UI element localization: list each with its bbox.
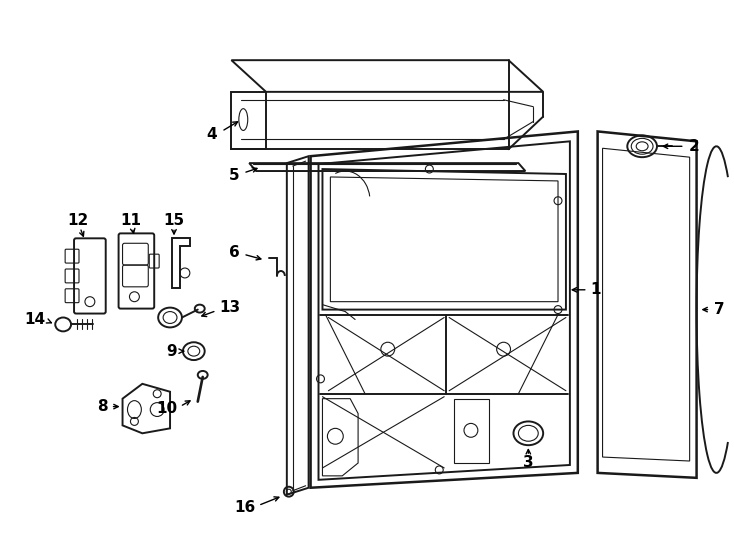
Text: 16: 16 <box>234 500 255 515</box>
Text: 9: 9 <box>167 343 177 359</box>
Text: 7: 7 <box>714 302 725 317</box>
Text: 11: 11 <box>120 213 141 228</box>
Text: 12: 12 <box>68 213 89 228</box>
Text: 3: 3 <box>523 456 534 470</box>
Text: 5: 5 <box>229 168 239 184</box>
Text: 8: 8 <box>97 399 108 414</box>
Text: 2: 2 <box>688 139 700 154</box>
Text: 4: 4 <box>206 127 217 142</box>
Text: 14: 14 <box>24 312 46 327</box>
Text: 6: 6 <box>228 245 239 260</box>
Text: 10: 10 <box>156 401 177 416</box>
Text: 1: 1 <box>590 282 601 298</box>
Text: 13: 13 <box>219 300 241 315</box>
Text: 15: 15 <box>164 213 184 228</box>
